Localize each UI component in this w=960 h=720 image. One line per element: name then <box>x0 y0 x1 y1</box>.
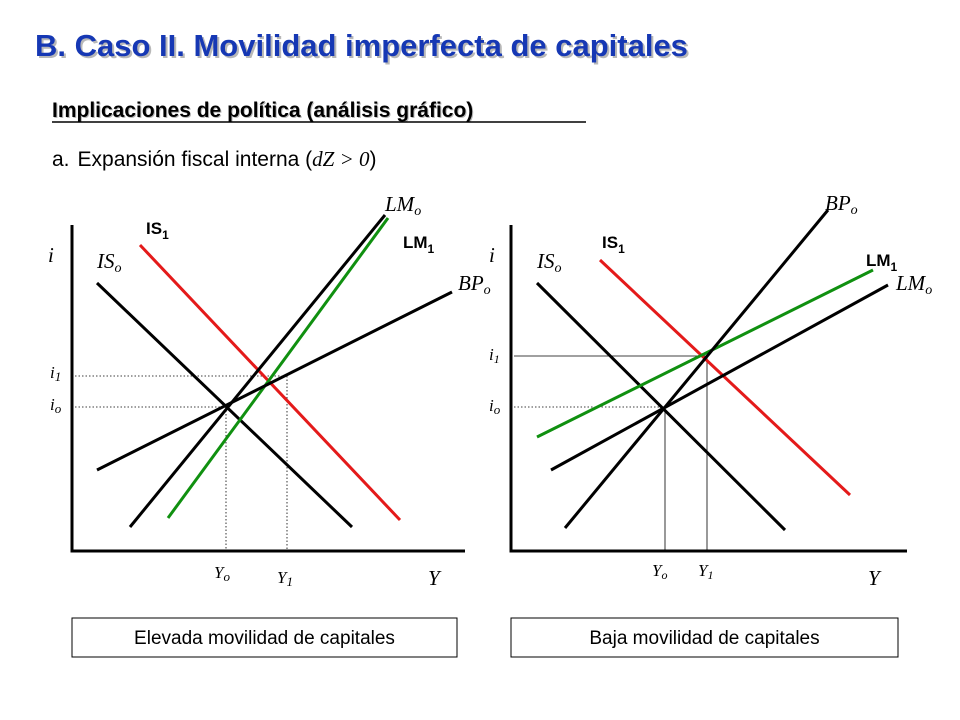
caption: Baja movilidad de capitales <box>589 628 819 649</box>
label-sub: o <box>925 283 932 298</box>
label-main: BP <box>458 271 484 295</box>
is-o-label: ISo <box>536 249 562 276</box>
label-sub: 1 <box>286 574 293 589</box>
label-sub: o <box>494 402 501 417</box>
bp-o <box>563 209 830 529</box>
title: B. Caso II. Movilidad imperfecta de capi… <box>35 28 688 63</box>
label-sub: 1 <box>891 260 898 274</box>
axes <box>509 225 907 553</box>
label-main: IS <box>602 233 618 252</box>
lm-1 <box>536 268 874 439</box>
lm-o <box>550 283 889 472</box>
item-close: ) <box>370 148 377 171</box>
subtitle: Implicaciones de política (análisis gráf… <box>52 99 473 122</box>
left-panel: i Y ISo IS1 LMo LM1 BPo i1 io Yo Y1 Elev… <box>48 192 491 658</box>
lm-o-label: LMo <box>384 192 421 219</box>
y-1-tick: Y1 <box>698 561 713 582</box>
y-axis-label: i <box>48 243 54 267</box>
bp-o <box>96 290 453 472</box>
is-1 <box>598 258 852 497</box>
bp-o-label: BPo <box>825 191 858 218</box>
lm-1 <box>166 217 390 519</box>
is-o <box>535 281 787 532</box>
label-main: Y <box>214 563 225 582</box>
label-main: i <box>50 363 55 382</box>
y-1-tick: Y1 <box>277 568 293 589</box>
label-sub: o <box>484 283 491 298</box>
subtitle-shadow: Implicaciones de política (análisis gráf… <box>53 100 474 123</box>
label-main: Y <box>277 568 288 587</box>
item-marker: a. <box>52 148 70 171</box>
label-main: LM <box>403 233 428 252</box>
label-main: Y <box>698 561 709 580</box>
item-text: Expansión fiscal interna ( <box>78 148 313 171</box>
label-sub: o <box>223 569 230 584</box>
label-main: i <box>489 396 494 415</box>
label-sub: 1 <box>707 568 713 582</box>
label-main: i <box>50 395 55 414</box>
y-o-tick: Yo <box>214 563 230 584</box>
is-1-label: IS1 <box>146 219 169 242</box>
item: a. Expansión fiscal interna (dZ > 0) <box>52 147 377 171</box>
label-main: LM <box>384 192 416 216</box>
label-sub: o <box>115 261 122 276</box>
is-1-label: IS1 <box>602 233 625 256</box>
item-condition: dZ > 0 <box>312 147 370 171</box>
label-main: BP <box>825 191 851 215</box>
label-sub: o <box>55 401 62 416</box>
label-main: IS <box>96 249 115 273</box>
i-o-tick: io <box>50 395 62 416</box>
label-main: IS <box>536 249 555 273</box>
lm-o-label: LMo <box>895 271 932 298</box>
label-sub: 1 <box>428 242 435 256</box>
i-1-tick: i1 <box>50 363 61 384</box>
x-axis-label: Y <box>428 566 442 590</box>
caption-box <box>71 617 458 658</box>
label-main: Y <box>652 561 663 580</box>
lm-1-label: LM1 <box>403 233 435 256</box>
bp-o-label: BPo <box>458 271 491 298</box>
y-o-tick: Yo <box>652 561 667 582</box>
label-main: IS <box>146 219 162 238</box>
label-main: i <box>489 345 494 364</box>
right-panel: i Y ISo IS1 LMo LM1 BPo i1 io Yo Y1 Baja… <box>489 191 932 658</box>
title-shadow: B. Caso II. Movilidad imperfecta de capi… <box>37 30 690 65</box>
label-sub: 1 <box>494 352 500 366</box>
label-main: LM <box>895 271 927 295</box>
label-sub: 1 <box>55 369 62 384</box>
caption: Elevada movilidad de capitales <box>134 628 395 649</box>
x-axis-label: Y <box>868 566 882 590</box>
label-sub: o <box>414 204 421 219</box>
label-sub: 1 <box>162 228 169 242</box>
label-sub: o <box>661 568 667 582</box>
axes <box>70 225 465 553</box>
guides <box>514 355 708 551</box>
lm-o <box>128 214 387 528</box>
is-o-label: ISo <box>96 249 122 276</box>
caption-box <box>510 617 899 658</box>
label-sub: o <box>851 203 858 218</box>
y-axis-label: i <box>489 243 495 267</box>
label-main: LM <box>866 251 891 270</box>
i-o-tick: io <box>489 396 501 417</box>
label-sub: o <box>555 261 562 276</box>
i-1-tick: i1 <box>489 345 500 366</box>
lm-1-label: LM1 <box>866 251 898 274</box>
label-sub: 1 <box>618 242 625 256</box>
